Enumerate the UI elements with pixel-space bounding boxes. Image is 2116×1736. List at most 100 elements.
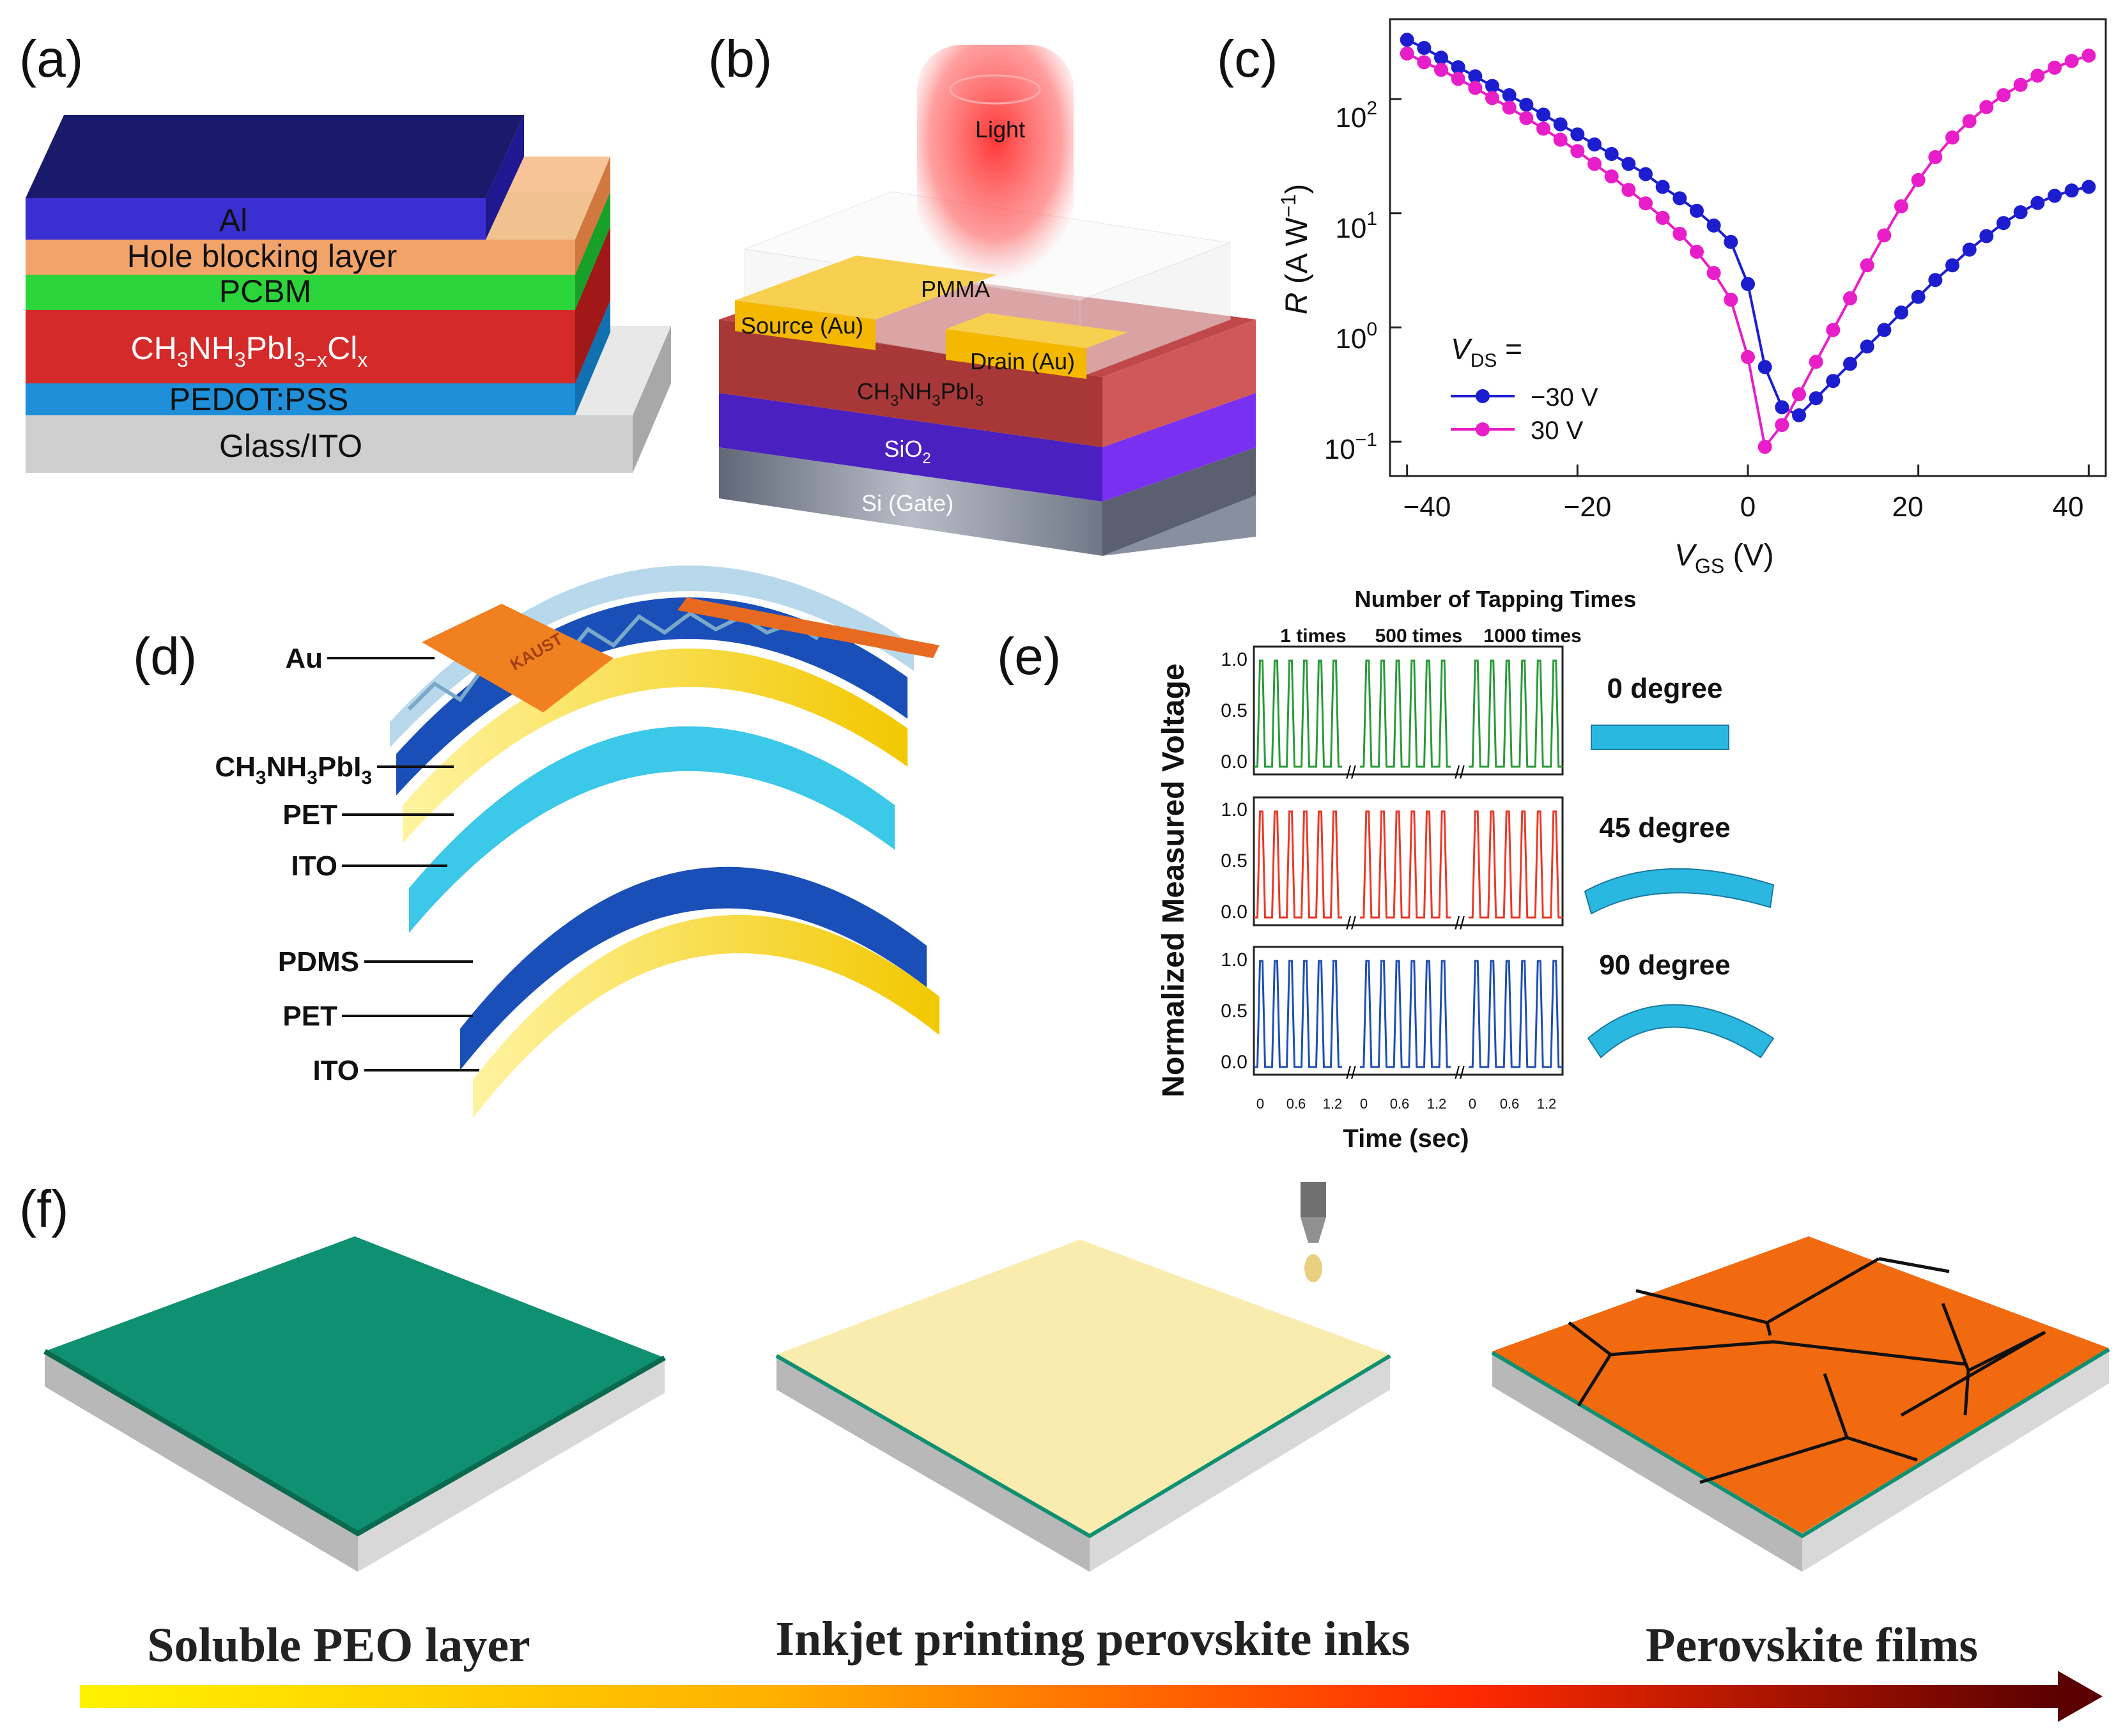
data-point xyxy=(1570,127,1585,142)
e-row-frame xyxy=(1253,796,1564,926)
data-point xyxy=(1741,277,1755,291)
pcbm-label: PCBM xyxy=(219,273,311,309)
data-point xyxy=(1621,157,1636,171)
data-point xyxy=(1996,216,2011,231)
data-point xyxy=(1894,199,1908,213)
e-ytick: 0.5 xyxy=(1221,1001,1247,1022)
slab-ink xyxy=(775,1182,1391,1572)
data-point xyxy=(1706,218,1721,233)
data-point xyxy=(2048,188,2062,203)
e-xtick: 1.2 xyxy=(1427,1096,1447,1112)
pedot-side xyxy=(575,300,610,415)
panel-b-transistor: Light PMMA Source (Au) Drain (Au) CH3NH3… xyxy=(719,45,1256,556)
nozzle-body xyxy=(1301,1182,1326,1217)
grain-boundary xyxy=(1900,1330,2046,1417)
d-label-ito: ITO xyxy=(291,850,337,882)
data-point xyxy=(1621,183,1636,197)
data-point xyxy=(1655,180,1670,194)
data-point xyxy=(1485,91,1499,105)
ytick-label: 100 xyxy=(1335,319,1377,355)
au-electrode-right xyxy=(677,597,939,658)
e-xtick: 0 xyxy=(1256,1096,1264,1112)
grain-boundary xyxy=(1878,1257,1950,1273)
panel-label-c: (c) xyxy=(1217,30,1278,88)
e-signal-trace xyxy=(1360,960,1451,1068)
panel-a-device-stack: Al Hole blocking layer PCBM CH3NH3PbI3−x… xyxy=(26,115,671,473)
sio2-front xyxy=(719,393,1102,502)
data-point xyxy=(1502,100,1517,115)
slab-ink-left xyxy=(776,1355,1090,1572)
light-beam xyxy=(917,45,1074,281)
data-point xyxy=(1757,360,1772,374)
data-point xyxy=(1724,234,1738,249)
light-label: Light xyxy=(975,116,1025,142)
data-point xyxy=(2064,183,2079,198)
data-point xyxy=(1553,117,1568,132)
perovb-front xyxy=(719,319,1102,447)
ytick-label: 102 xyxy=(1335,98,1377,134)
slab-peo-right xyxy=(358,1358,665,1572)
caption-inkjet: Inkjet printing perovskite inks xyxy=(775,1612,1410,1666)
data-point xyxy=(1604,169,1619,184)
light-beam-top-ring xyxy=(949,74,1041,105)
data-point xyxy=(1962,114,1977,128)
process-arrow-shaft xyxy=(80,1685,2061,1708)
chart-c-ticks xyxy=(1390,98,2090,476)
e-group-label: 1000 times xyxy=(1483,626,1581,647)
sio2-side xyxy=(1102,393,1256,502)
data-point xyxy=(1775,418,1789,433)
caption-peo: Soluble PEO layer xyxy=(147,1618,530,1672)
perovb-side xyxy=(1102,319,1256,447)
e-ylabel: Normalized Measured Voltage xyxy=(1157,663,1191,1097)
data-point xyxy=(1468,69,1483,84)
grain-boundary xyxy=(1610,1340,1966,1366)
legend-label: −30 V xyxy=(1531,383,1598,411)
au-electrode-left xyxy=(422,604,614,712)
perovskite-label: CH3NH3PbI3−xClx xyxy=(131,330,368,371)
data-point xyxy=(1843,291,1857,305)
data-point xyxy=(1911,173,1926,187)
al-label: Al xyxy=(219,203,247,238)
data-point xyxy=(1826,374,1841,388)
e-ytick: 0.0 xyxy=(1221,751,1247,772)
panel-label-a: (a) xyxy=(19,30,83,88)
panel-e-tapping-voltage: Number of Tapping Times 1 times 500 time… xyxy=(1157,586,1775,1153)
xtick-label: 0 xyxy=(1740,491,1756,523)
e-title: Number of Tapping Times xyxy=(1355,586,1637,612)
d-leader-lines xyxy=(327,657,479,1072)
data-point xyxy=(1587,157,1602,171)
e-signal-trace xyxy=(1469,810,1563,919)
data-point xyxy=(1468,81,1483,95)
e-signal-trace xyxy=(1254,810,1342,919)
data-point xyxy=(1996,88,2011,102)
xtick-label: 20 xyxy=(1892,491,1924,523)
sio2-label: SiO2 xyxy=(884,436,931,467)
data-point xyxy=(1979,100,1994,114)
data-point xyxy=(1451,72,1465,86)
e-xtick: 1.2 xyxy=(1537,1096,1557,1112)
e-ytick: 0.5 xyxy=(1221,850,1247,872)
grain-boundaries xyxy=(1568,1257,2046,1484)
data-point xyxy=(1877,323,1892,337)
e-ytick: 1.0 xyxy=(1221,949,1247,971)
data-point xyxy=(1417,55,1432,70)
axis-break-icon: // xyxy=(1455,1063,1465,1082)
chart-c-series xyxy=(1400,33,2096,454)
slab-film-top xyxy=(1492,1236,2109,1533)
strip-90-degree xyxy=(1587,1004,1775,1059)
strip-45-degree xyxy=(1584,868,1775,915)
e-group-label: 500 times xyxy=(1375,626,1463,647)
legend-label: 30 V xyxy=(1531,417,1584,445)
d-label-au: Au xyxy=(285,643,323,674)
data-point xyxy=(1587,137,1602,152)
data-point xyxy=(1860,258,1874,273)
data-point xyxy=(1553,132,1568,147)
e-xtick: 0.6 xyxy=(1390,1096,1410,1112)
e-signal-trace xyxy=(1469,960,1563,1068)
data-point xyxy=(1417,41,1432,56)
strip-0-degree xyxy=(1591,725,1729,750)
e-xlabel: Time (sec) xyxy=(1343,1125,1469,1153)
al-top xyxy=(26,115,524,198)
source-front xyxy=(735,300,876,350)
